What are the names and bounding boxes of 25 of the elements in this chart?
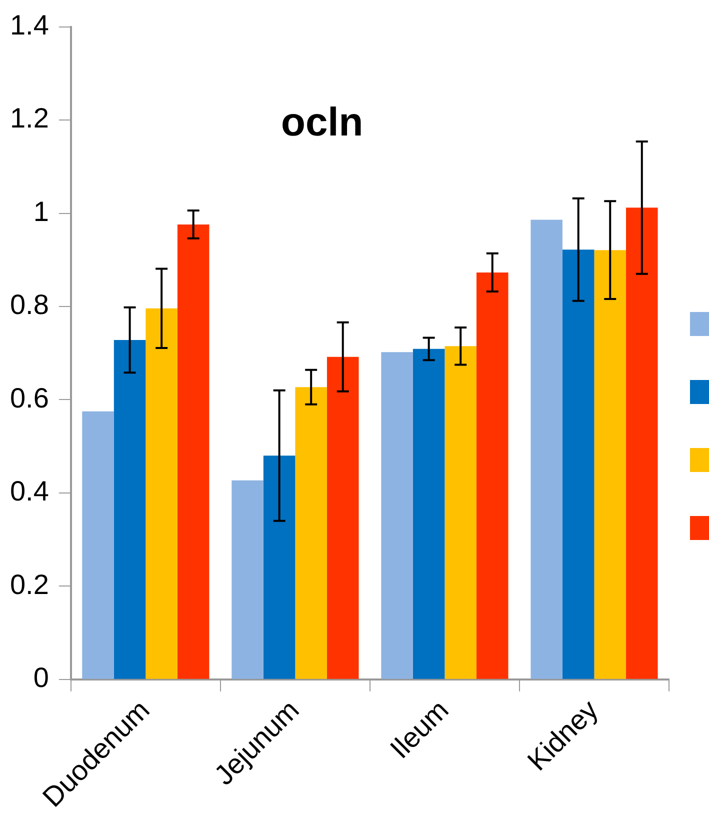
y-tick-label: 0.8 bbox=[10, 289, 49, 320]
y-tick-label: 1.2 bbox=[10, 102, 49, 134]
y-tick-label: 0 bbox=[33, 662, 49, 694]
bar bbox=[114, 340, 146, 679]
bar bbox=[177, 224, 210, 679]
bar bbox=[476, 272, 508, 679]
bar bbox=[381, 352, 413, 679]
y-tick-label: 0.4 bbox=[10, 476, 49, 507]
bar bbox=[263, 456, 296, 679]
bar bbox=[562, 250, 594, 679]
bar bbox=[232, 480, 264, 679]
bar bbox=[146, 308, 178, 679]
bar bbox=[444, 346, 476, 679]
bar bbox=[626, 208, 658, 679]
text: ocln bbox=[281, 100, 364, 145]
bar bbox=[530, 220, 562, 679]
y-tick-label: 0.6 bbox=[10, 382, 49, 414]
bar bbox=[326, 356, 359, 679]
bar bbox=[594, 250, 626, 679]
bar bbox=[295, 387, 327, 679]
y-tick-label: 1.4 bbox=[10, 10, 49, 41]
bar bbox=[412, 348, 445, 679]
y-tick-label: 1 bbox=[33, 196, 49, 227]
bar bbox=[82, 411, 114, 679]
y-tick-label: 0.2 bbox=[10, 568, 49, 600]
